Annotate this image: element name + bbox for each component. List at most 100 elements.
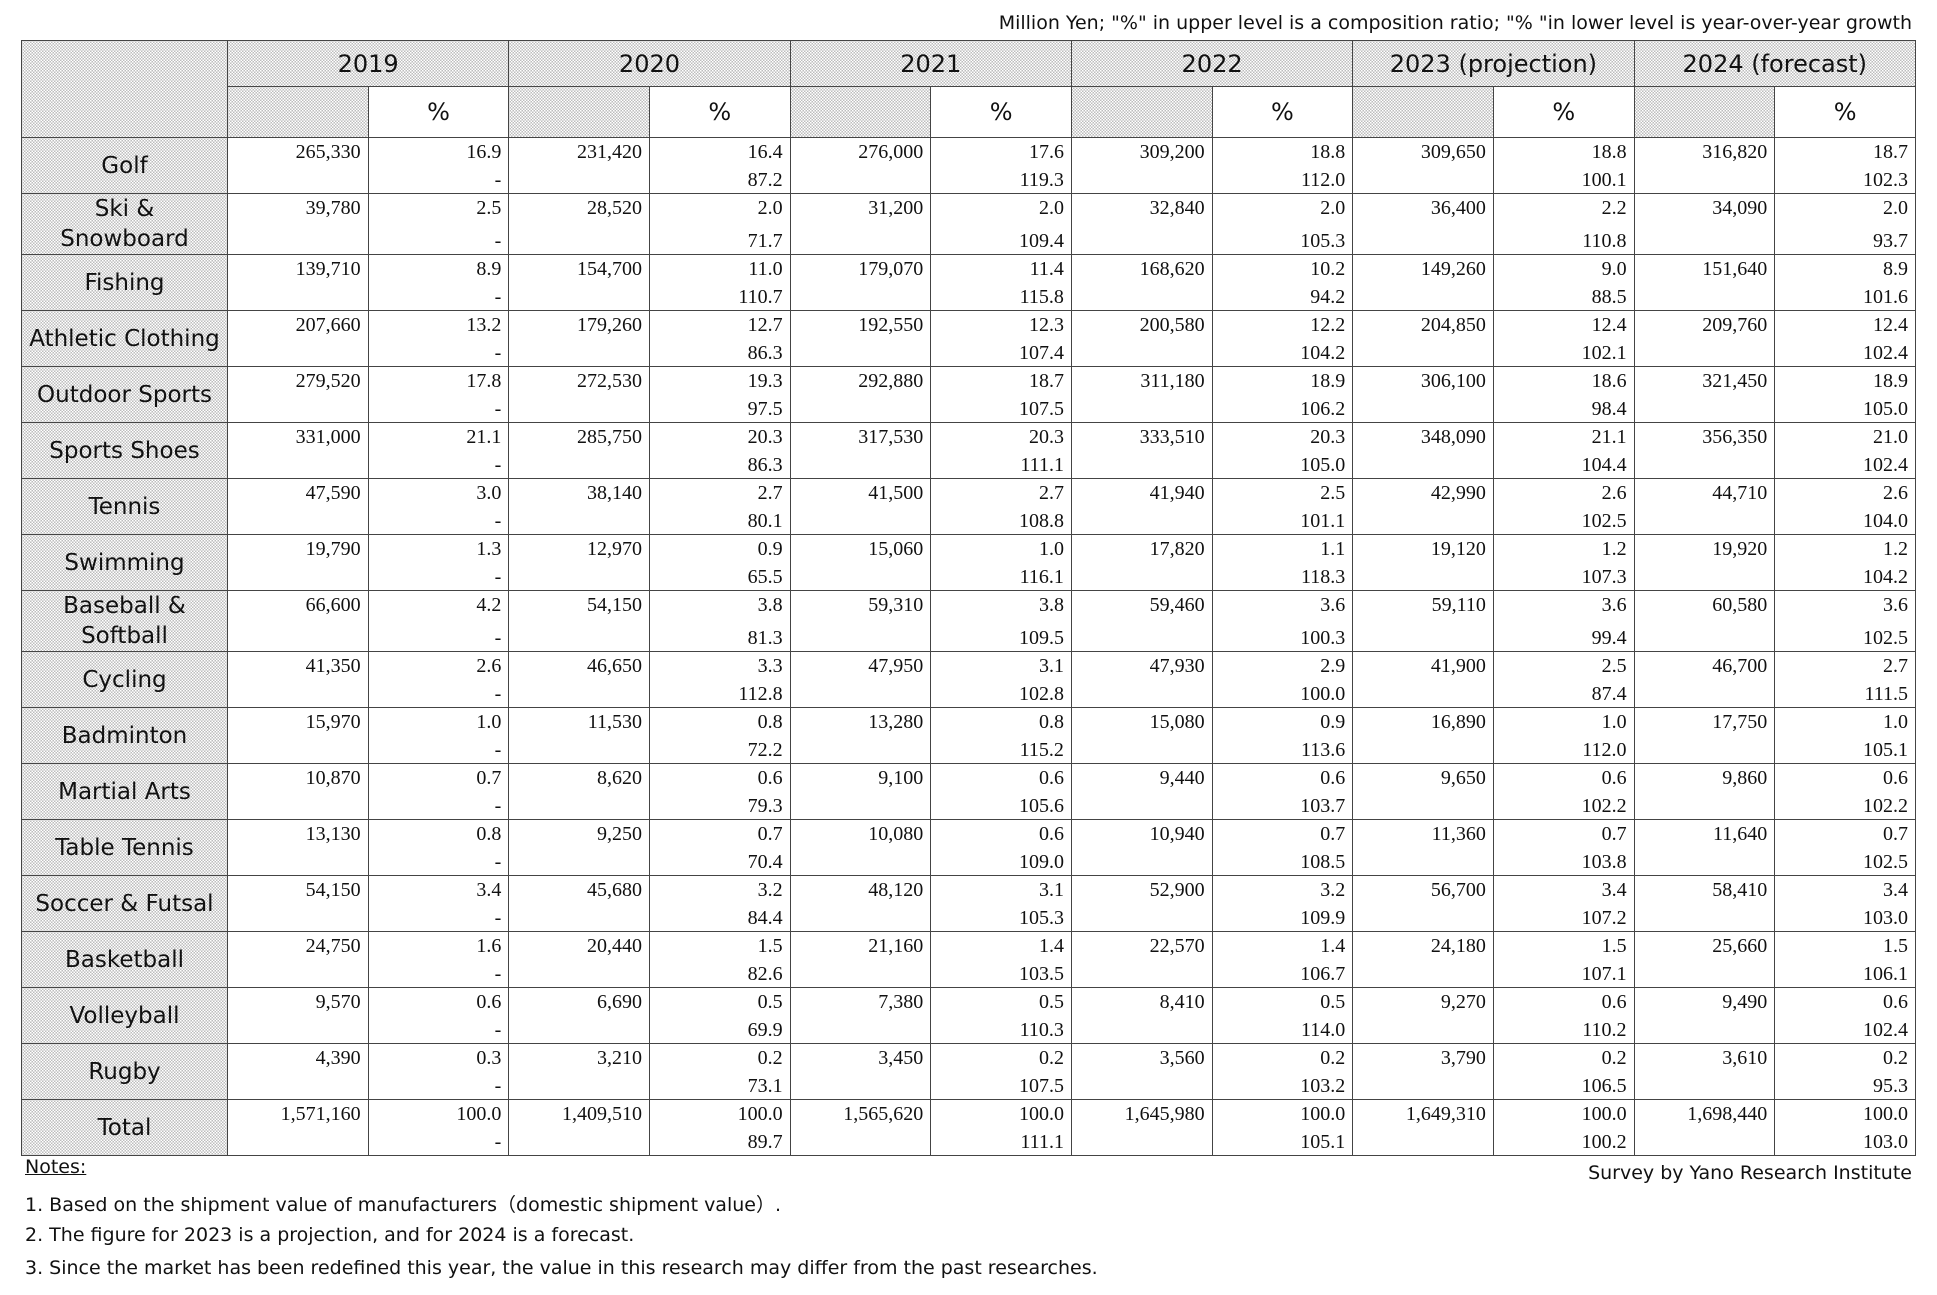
share: 21.1 [1591,426,1627,448]
value-cell: 3,610 [1633,1043,1776,1100]
data-row: Swimming 19,790 1.3 - 12,970 0.9 65.5 15,060 1.0… [21,534,1916,591]
row-label: Sports Shoes [21,422,228,479]
growth: - [494,286,502,308]
pct-cell: 0.7 - [367,763,510,820]
pct-cell: 12.3 107.4 [930,310,1072,367]
pct-cell: 0.8 - [367,819,510,876]
value: 7,380 [878,991,924,1013]
growth: - [494,1131,502,1153]
pct-cell: 0.5 69.9 [648,987,791,1044]
value-cell: 331,000 [227,422,369,479]
row-label: Ski & Snowboard [21,193,228,255]
pct-cell: 3.6 99.4 [1492,590,1635,652]
year-header: 2024 (forecast) [1633,40,1917,87]
data-row: Athletic Clothing 207,660 13.2 - 179,260 12.7… [21,310,1916,367]
value-cell: 1,698,440 [1633,1099,1776,1156]
value-cell: 19,920 [1633,534,1776,591]
value-cell: 17,750 [1633,707,1776,764]
growth: 105.6 [1018,795,1064,817]
value-cell: 154,700 [508,254,650,311]
pct-cell: 3.2 84.4 [648,875,791,932]
year-header: 2020 [508,40,791,87]
value-subheader [789,86,932,138]
pct-cell: 1.0 112.0 [1492,707,1635,764]
value-cell: 25,660 [1633,931,1776,988]
value-cell: 276,000 [789,137,932,194]
growth: 82.6 [747,963,783,985]
pct-cell: 0.2 95.3 [1774,1043,1916,1100]
value: 25,660 [1712,935,1768,957]
share: 0.7 [1883,823,1908,845]
value-cell: 1,645,980 [1070,1099,1213,1156]
pct-cell: 3.3 112.8 [648,651,791,708]
share: 1.0 [1883,711,1908,733]
pct-cell: 2.5 101.1 [1211,478,1354,535]
pct-cell: 16.4 87.2 [648,137,791,194]
value-subheader [508,86,650,138]
value: 9,440 [1159,767,1205,789]
pct-cell: 21.1 - [367,422,510,479]
row-label-line: Total [97,1114,152,1141]
pct-cell: 20.3 111.1 [930,422,1072,479]
value: 200,580 [1139,314,1205,336]
share: 3.6 [1601,594,1627,616]
growth: 106.7 [1300,963,1346,985]
pct-cell: 9.0 88.5 [1492,254,1635,311]
pct-cell: 12.4 102.4 [1774,310,1916,367]
value: 41,500 [868,482,924,504]
value-cell: 209,760 [1633,310,1776,367]
value-cell: 265,330 [227,137,369,194]
growth: 105.3 [1300,230,1346,252]
pct-cell: 100.0 100.2 [1492,1099,1635,1156]
pct-cell: 2.0 105.3 [1211,193,1354,255]
value: 149,260 [1420,258,1486,280]
value-cell: 8,410 [1070,987,1213,1044]
value-cell: 12,970 [508,534,650,591]
pct-cell: 2.0 109.4 [930,193,1072,255]
value-cell: 10,870 [227,763,369,820]
value: 41,350 [305,655,361,677]
value-subheader [227,86,369,138]
pct-cell: 2.9 100.0 [1211,651,1354,708]
growth: 71.7 [747,230,783,252]
data-row: Rugby 4,390 0.3 - 3,210 0.2 73.1 3,450 0.2 107.5 3… [21,1043,1916,1100]
growth: 100.0 [1300,683,1346,705]
row-label-line: Softball [81,623,168,649]
pct-cell: 3.1 102.8 [930,651,1072,708]
value-cell: 11,360 [1352,819,1494,876]
value: 13,280 [868,711,924,733]
pct-cell: 12.7 86.3 [648,310,791,367]
share: 0.7 [1601,823,1627,845]
year-header: 2021 [789,40,1072,87]
value: 1,409,510 [561,1103,642,1125]
data-row: Ski & Snowboard 39,780 2.5 - 28,520 2.0 71.7 31,… [21,193,1916,255]
share: 1.4 [1320,935,1346,957]
value: 17,820 [1149,538,1205,560]
growth: 107.4 [1018,342,1064,364]
pct-subheader: % [1774,86,1916,138]
share: 0.7 [757,823,783,845]
share: 2.7 [1038,482,1064,504]
growth: - [494,627,502,649]
row-label: Rugby [21,1043,228,1100]
share: 0.7 [476,767,502,789]
value: 11,530 [587,711,642,733]
value-cell: 204,850 [1352,310,1494,367]
value-cell: 41,900 [1352,651,1494,708]
value-cell: 9,100 [789,763,932,820]
pct-cell: 0.8 115.2 [930,707,1072,764]
value-cell: 316,820 [1633,137,1776,194]
share: 17.8 [466,370,502,392]
value-cell: 54,150 [508,590,650,652]
value: 139,710 [295,258,361,280]
row-label: Cycling [21,651,228,708]
value-cell: 9,270 [1352,987,1494,1044]
value: 20,440 [586,935,642,957]
value: 179,260 [576,314,642,336]
value: 356,350 [1702,426,1768,448]
share: 16.4 [747,141,783,163]
value: 52,900 [1149,879,1205,901]
pct-cell: 1.4 106.7 [1211,931,1354,988]
share: 11.0 [748,258,783,280]
pct-cell: 0.7 108.5 [1211,819,1354,876]
